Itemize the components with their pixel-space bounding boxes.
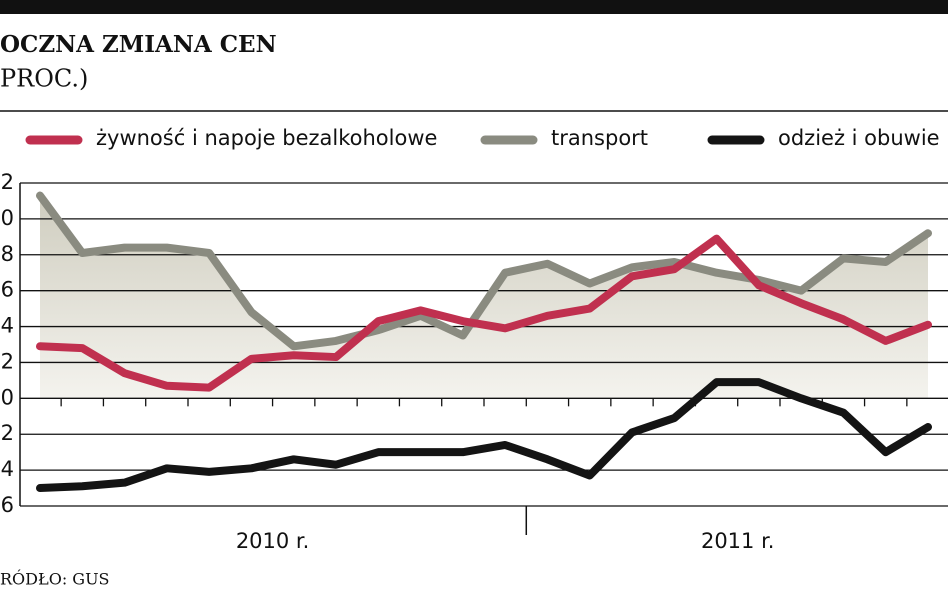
y-tick-label: 2 [1, 349, 14, 373]
chart-subtitle: PROC.) [0, 65, 88, 93]
legend-label: żywność i napoje bezalkoholowe [96, 126, 437, 150]
y-tick-label: 4 [1, 314, 14, 338]
y-tick-label: 0 [1, 385, 14, 409]
y-tick-label: 0 [1, 206, 14, 230]
group-label: 2010 r. [236, 529, 310, 553]
area [40, 195, 928, 399]
line [36, 191, 932, 351]
line [36, 378, 932, 493]
y-tick-label: 4 [1, 457, 14, 481]
line [36, 234, 932, 392]
y-tick-label: 2 [1, 421, 14, 445]
chart-title: OCZNA ZMIANA CEN [0, 31, 277, 58]
y-tick-label: 8 [1, 242, 14, 266]
source: RÓDŁO: GUS [0, 569, 110, 589]
y-tick-label: 2 [1, 170, 14, 194]
y-tick-label: 6 [1, 493, 14, 517]
group-label: 2011 r. [701, 529, 775, 553]
legend-label: transport [551, 126, 648, 150]
top-bar [0, 0, 948, 14]
legend-label: odzież i obuwie [778, 126, 940, 150]
y-tick-label: 6 [1, 278, 14, 302]
